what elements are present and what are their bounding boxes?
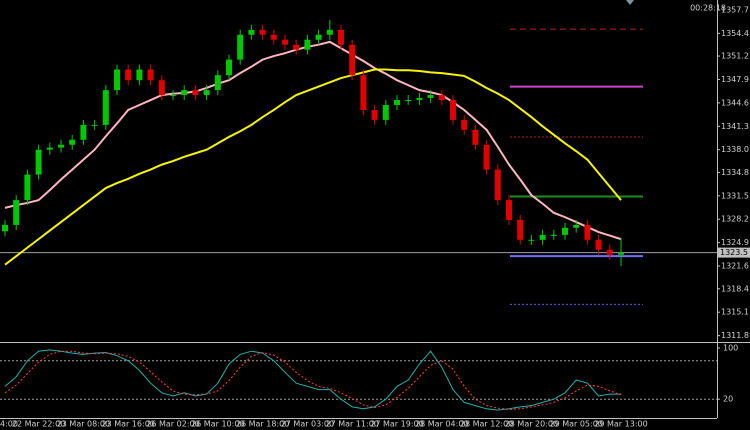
x-tick-label: 29 Mar 05:00	[549, 420, 602, 429]
candle-body	[405, 100, 412, 102]
moving-average	[4, 40, 622, 241]
candle-body	[382, 105, 389, 120]
x-tick-label: 26 Mar 18:00	[236, 420, 289, 429]
y-tick-label: 1347.9	[721, 75, 749, 84]
candle-body	[226, 59, 232, 76]
x-tick-label: 27 Mar 19:00	[370, 420, 423, 429]
candle-body	[304, 39, 311, 50]
candle-body	[282, 39, 288, 45]
candle-body	[192, 90, 199, 96]
x-tick-label: 28 Mar 20:00	[505, 420, 558, 429]
candle-body	[562, 227, 568, 235]
candle-body	[80, 124, 87, 140]
candle-body	[91, 124, 98, 126]
candle-body	[270, 34, 277, 40]
candle-body	[315, 34, 322, 40]
x-tick-label: 23 Mar 16:00	[101, 420, 154, 429]
y-tick-label: 100	[723, 344, 738, 353]
y-tick-label: 1334.8	[721, 168, 749, 177]
candle-body	[237, 34, 244, 60]
candle-body	[461, 119, 468, 130]
candle-body	[416, 97, 423, 101]
candle-body	[371, 109, 378, 120]
x-tick-label: 27 Mar 03:00	[281, 420, 334, 429]
timer: 00:28:18	[690, 4, 726, 13]
candle-body	[293, 44, 300, 50]
y-tick-label: 1328.2	[721, 215, 749, 224]
y-tick-label: 1311.8	[721, 331, 749, 340]
y-tick-label: 1344.6	[721, 98, 749, 107]
candle-body	[438, 95, 445, 101]
candle-body	[326, 29, 333, 35]
y-tick-label: 1321.6	[721, 262, 749, 271]
x-tick-label: 28 Mar 04:00	[415, 420, 468, 429]
candle-body	[136, 69, 143, 81]
candle-body	[2, 224, 8, 232]
y-tick-label: 1318.4	[721, 284, 749, 293]
candle-body	[147, 69, 154, 81]
candle-body	[248, 29, 255, 35]
bid-label-box	[718, 247, 750, 258]
x-tick-label: 28 Mar 12:00	[460, 420, 513, 429]
candle-body	[573, 224, 580, 228]
x-tick-label: 27 Mar 11:00	[325, 420, 378, 429]
candle-body	[69, 139, 76, 145]
x-tick-label: 4:00	[0, 420, 18, 429]
y-tick-label: 1341.3	[721, 122, 749, 131]
candle-body	[259, 29, 266, 35]
y-tick-label: 1331.5	[721, 191, 749, 200]
candle-body	[450, 100, 456, 120]
candle-body	[102, 90, 109, 125]
candle-body	[427, 95, 434, 98]
candle-body	[528, 239, 535, 241]
candle-body	[181, 90, 188, 96]
candle-body	[472, 129, 479, 145]
candle-body	[606, 249, 613, 255]
candle-body	[349, 44, 356, 76]
candle-body	[517, 219, 524, 240]
y-tick-label: 1338.0	[721, 145, 749, 154]
oscillator-line	[4, 350, 622, 410]
candle-body	[214, 75, 221, 91]
candle-body	[58, 144, 64, 148]
y-tick-label: 1324.9	[721, 238, 749, 247]
x-tick-label: 26 Mar 02:00	[146, 420, 199, 429]
candle-body	[13, 200, 20, 225]
y-tick-label: 1351.2	[721, 52, 749, 61]
shift-marker	[626, 0, 634, 5]
candle-body	[618, 252, 624, 255]
candle-body	[203, 90, 210, 96]
candle-body	[550, 234, 557, 236]
candle-body	[158, 80, 165, 96]
candle-body	[506, 200, 512, 220]
x-tick-label: 22 Mar 22:00	[12, 420, 65, 429]
candle-body	[24, 174, 31, 201]
x-tick-label: 29 Mar 13:00	[594, 420, 647, 429]
candle-body	[170, 95, 176, 97]
candle-body	[595, 239, 602, 250]
y-tick-label: 20	[723, 395, 733, 404]
candle-body	[360, 75, 367, 110]
y-tick-label: 1357.7	[721, 5, 749, 14]
x-tick-label: 26 Mar 10:00	[191, 420, 244, 429]
candle-body	[494, 169, 501, 201]
candle-body	[125, 69, 132, 81]
candle-body	[539, 234, 546, 240]
y-tick-label: 1315.1	[721, 308, 749, 317]
y-tick-label: 1354.4	[721, 29, 749, 38]
bid-label: 1323.5	[720, 248, 748, 257]
candle-body	[584, 224, 591, 240]
candle-body	[338, 29, 344, 45]
x-tick-label: 23 Mar 08:00	[57, 420, 110, 429]
candle-body	[394, 100, 400, 106]
candle-body	[483, 144, 490, 170]
candle-body	[114, 69, 120, 91]
moving-average	[4, 68, 622, 266]
candle-body	[46, 147, 53, 150]
candle-body	[35, 149, 42, 175]
